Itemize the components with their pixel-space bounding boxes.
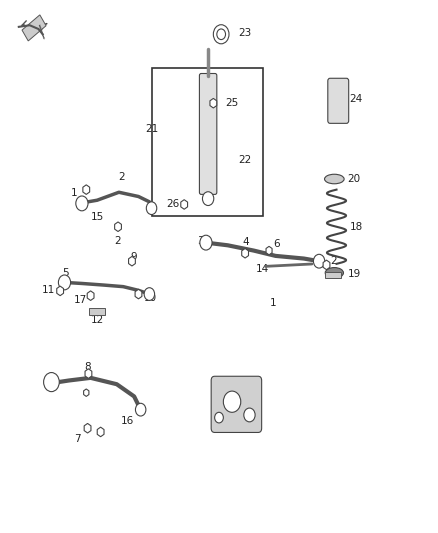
- Circle shape: [44, 373, 59, 392]
- Text: 20: 20: [347, 174, 360, 184]
- Text: 2: 2: [115, 236, 121, 246]
- Text: 9: 9: [130, 252, 137, 262]
- FancyBboxPatch shape: [328, 78, 349, 123]
- Text: 10: 10: [144, 293, 157, 303]
- Polygon shape: [115, 222, 121, 231]
- Text: /: /: [35, 23, 50, 41]
- Bar: [152, 68, 262, 216]
- Circle shape: [314, 254, 325, 268]
- Text: 25: 25: [226, 98, 239, 108]
- Ellipse shape: [325, 268, 343, 278]
- Text: 22: 22: [239, 156, 252, 165]
- Circle shape: [223, 391, 241, 413]
- Text: 18: 18: [350, 222, 363, 232]
- Polygon shape: [97, 427, 104, 437]
- Text: 14: 14: [256, 264, 269, 274]
- Text: 17: 17: [74, 295, 87, 305]
- Polygon shape: [135, 289, 142, 299]
- Text: 19: 19: [347, 270, 360, 279]
- Text: 11: 11: [42, 285, 55, 295]
- Text: 6: 6: [273, 239, 280, 249]
- Text: 26: 26: [166, 199, 180, 209]
- Text: 13: 13: [237, 386, 250, 396]
- Circle shape: [144, 288, 155, 301]
- Bar: [325, 272, 341, 278]
- Polygon shape: [266, 246, 272, 255]
- Text: 24: 24: [350, 94, 363, 104]
- Polygon shape: [181, 200, 187, 209]
- Text: 2: 2: [118, 172, 124, 182]
- Polygon shape: [210, 99, 217, 108]
- FancyBboxPatch shape: [199, 74, 217, 195]
- Text: 15: 15: [91, 212, 104, 222]
- Text: 1: 1: [270, 297, 277, 308]
- Text: 2: 2: [330, 256, 337, 266]
- FancyArrowPatch shape: [265, 264, 312, 266]
- Bar: [89, 309, 105, 315]
- Circle shape: [200, 235, 212, 250]
- Circle shape: [135, 403, 146, 416]
- Circle shape: [146, 202, 157, 215]
- Circle shape: [213, 25, 229, 44]
- Polygon shape: [57, 286, 64, 296]
- Text: 1: 1: [71, 188, 78, 198]
- Circle shape: [217, 29, 226, 39]
- Polygon shape: [84, 423, 91, 433]
- Polygon shape: [242, 248, 248, 258]
- Polygon shape: [323, 260, 330, 270]
- Circle shape: [76, 196, 88, 211]
- Bar: [22, 15, 46, 41]
- Text: 8: 8: [84, 362, 91, 372]
- Text: 23: 23: [239, 28, 252, 38]
- Text: 16: 16: [121, 416, 134, 426]
- Polygon shape: [87, 291, 94, 301]
- Circle shape: [202, 192, 214, 206]
- Text: 21: 21: [145, 124, 158, 134]
- Text: 12: 12: [91, 314, 104, 325]
- Text: 7: 7: [74, 434, 81, 444]
- FancyBboxPatch shape: [211, 376, 261, 432]
- Circle shape: [215, 413, 223, 423]
- Circle shape: [58, 275, 71, 290]
- Polygon shape: [85, 369, 92, 378]
- Circle shape: [244, 408, 255, 422]
- Polygon shape: [84, 389, 89, 397]
- Ellipse shape: [325, 174, 344, 184]
- Text: 5: 5: [62, 269, 69, 278]
- Text: 3: 3: [197, 236, 204, 246]
- Text: 4: 4: [243, 237, 249, 247]
- Polygon shape: [83, 185, 90, 195]
- Polygon shape: [129, 256, 135, 266]
